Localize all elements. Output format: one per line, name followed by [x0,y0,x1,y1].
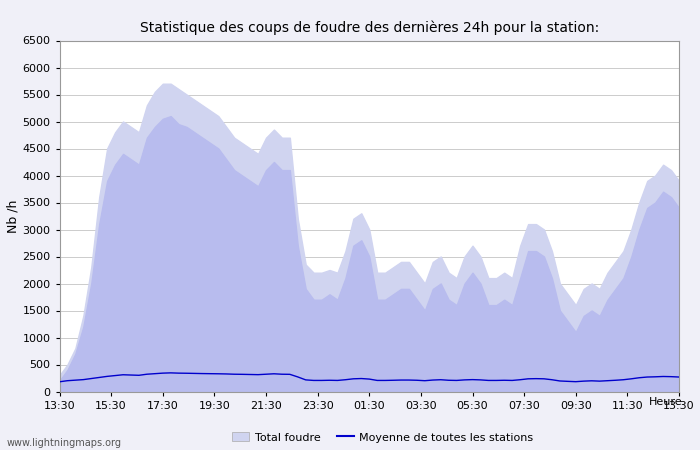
Text: Heure: Heure [649,397,682,407]
Text: www.lightningmaps.org: www.lightningmaps.org [7,438,122,448]
Y-axis label: Nb /h: Nb /h [6,199,20,233]
Title: Statistique des coups de foudre des dernières 24h pour la station:: Statistique des coups de foudre des dern… [139,21,599,35]
